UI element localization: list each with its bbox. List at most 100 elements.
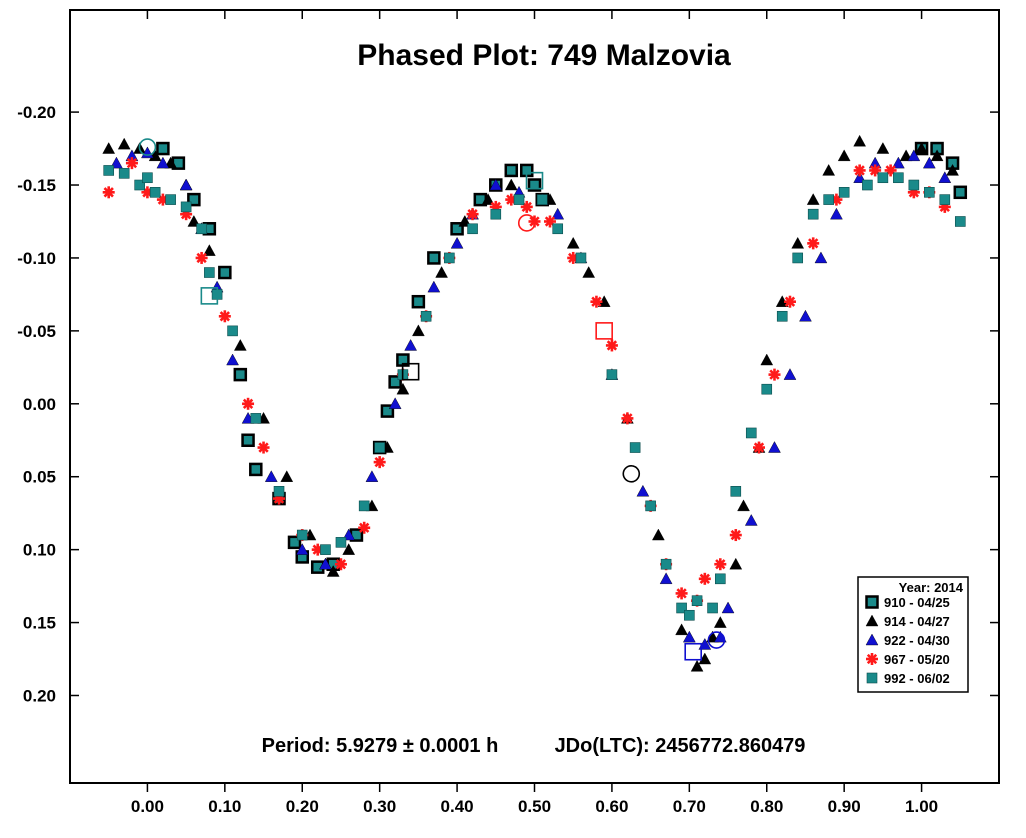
y-tick-label: 0.00 [23,395,56,414]
legend-label: 967 - 05/20 [884,652,950,667]
data-point [566,236,580,249]
data-point [536,194,548,205]
highlight-square [525,171,544,190]
data-point [335,537,347,548]
highlight-circle [707,631,726,649]
data-point [102,186,115,199]
x-axis: 0.00 0.10 0.20 0.30 0.40 0.50 0.60 0.70 0.80 0.90… [131,10,938,816]
data-point [165,194,176,205]
data-point [374,442,385,453]
x-tick-label: 0.90 [828,797,861,816]
data-point [893,172,904,184]
data-point [242,397,255,410]
data-point [922,156,936,169]
data-point [823,194,834,205]
data-point [907,149,921,162]
highlight-square [200,287,219,305]
data-point [621,412,634,425]
data-point [226,353,239,366]
x-tick-label: 0.60 [595,797,628,816]
data-point [319,557,332,570]
data-point [342,543,356,555]
data-point [768,441,781,453]
data-point [233,339,247,351]
data-point [690,659,704,672]
highlight-square [401,362,420,381]
data-point [783,295,796,308]
highlight-circle [622,464,641,483]
data-point [149,187,161,198]
data-point [295,543,309,555]
data-point [938,171,952,183]
y-axis: -0.20 -0.15 -0.10 -0.05 0.00 0.05 0.10 0.15 0.20 [17,103,999,705]
data-point [179,178,193,191]
data-point [636,484,650,497]
data-point [714,573,726,585]
highlight-circle [517,214,536,232]
data-point [388,397,402,409]
data-point [241,433,255,448]
data-point [605,339,618,352]
series-2 [110,146,952,650]
data-point [196,223,207,235]
data-point [504,178,518,191]
data-point [729,557,743,570]
data-point [373,456,386,469]
data-point [156,141,170,156]
data-point [652,528,665,541]
data-point [954,216,966,227]
data-point [822,164,836,176]
data-point [388,375,402,389]
data-point [924,187,935,198]
data-point [745,427,757,439]
data-point [334,558,347,571]
data-point [552,223,564,235]
data-point [814,251,828,264]
data-point [806,193,820,205]
legend: Year: 2014 910 - 04/25 914 - 04/27 922 - 0… [857,576,969,693]
y-tick-label: 0.05 [23,468,56,487]
data-point [791,236,805,249]
highlight-annotations [138,138,726,661]
y-tick-label: -0.15 [17,176,56,195]
x-tick-label: 0.30 [363,797,396,816]
data-point [730,486,742,497]
data-point [930,149,944,162]
x-tick-label: 0.50 [518,797,551,816]
data-point [466,208,479,221]
data-point [296,529,308,541]
data-point [946,164,959,176]
plot-frame [69,9,1000,784]
data-point [481,193,495,205]
data-point [489,178,503,191]
data-point [420,310,432,322]
x-tick-label: 0.10 [208,797,241,816]
y-tick-label: -0.10 [17,249,56,268]
data-point [729,529,742,542]
data-point [273,486,285,497]
data-point [675,587,688,600]
highlight-square [595,322,613,340]
data-point [427,251,441,265]
data-point [218,310,231,323]
data-point [527,178,542,192]
data-point [807,208,819,220]
data-point [358,500,370,512]
data-point [504,163,519,178]
y-tick-label: 0.20 [23,686,56,705]
data-point [892,156,905,169]
data-point [427,280,441,293]
data-point [118,168,130,179]
period-label: Period: 5.9279 ± 0.0001 h [262,735,499,757]
data-point [467,223,478,235]
data-point [915,142,928,154]
data-point [691,595,703,606]
data-point [551,207,565,220]
data-point [233,367,248,382]
data-point [837,149,851,162]
data-point [490,208,502,220]
data-point [792,252,804,264]
data-point [125,157,138,170]
data-point [164,156,177,169]
